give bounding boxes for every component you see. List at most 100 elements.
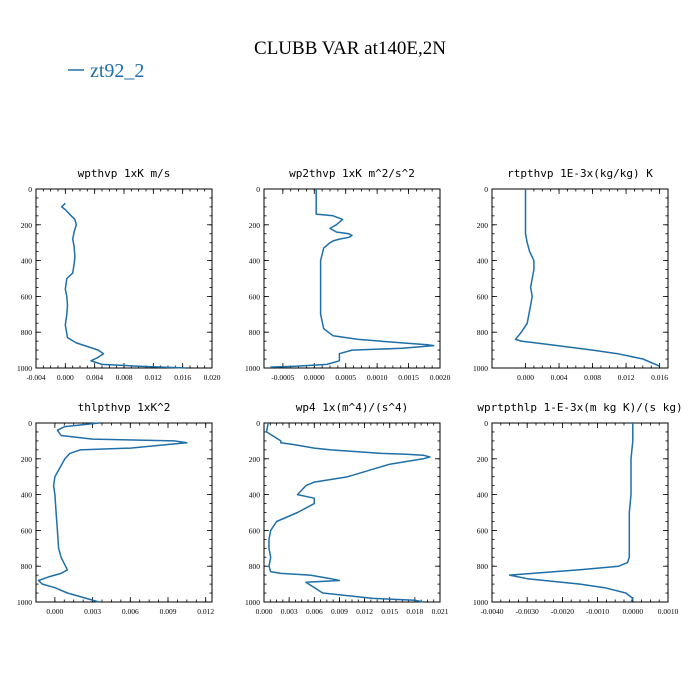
x-tick-label: 0.004 (551, 373, 568, 382)
y-tick-label: 800 (477, 328, 489, 337)
x-tick-label: 0.012 (618, 373, 635, 382)
y-tick-label: 0 (28, 419, 32, 428)
plot-frame (35, 422, 213, 603)
y-tick-label: 400 (249, 257, 261, 266)
y-tick-label: 200 (21, 221, 33, 230)
y-tick-label: 600 (21, 526, 33, 535)
plot-frame (35, 188, 213, 369)
y-tick-label: 200 (21, 455, 33, 464)
plot-frame (263, 422, 441, 603)
x-tick-label: 0.000 (517, 373, 534, 382)
x-tick-label: 0.003 (84, 607, 101, 616)
chart-panel-4: thlpthvp 1xK^2 0.000 0.003 0.006 0.009 0.012 0… (17, 401, 214, 616)
legend: zt92_2 (68, 60, 144, 82)
y-tick-label: 400 (477, 257, 489, 266)
y-tick-label: 200 (249, 221, 261, 230)
x-tick-label: 0.009 (160, 607, 177, 616)
series-line-zt92_2 (270, 189, 435, 368)
x-tick-label: 0.015 (381, 607, 398, 616)
figure-title: CLUBB VAR at140E,2N (254, 38, 446, 59)
series-line-zt92_2 (265, 422, 431, 603)
x-tick-label: 0.0005 (335, 373, 356, 382)
x-tick-label: 0.008 (584, 373, 601, 382)
x-tick-label: 0.0020 (430, 373, 451, 382)
x-tick-label: 0.006 (306, 607, 323, 616)
x-tick-label: 0.012 (356, 607, 373, 616)
y-tick-label: 800 (477, 562, 489, 571)
x-tick-label: 0.003 (281, 607, 298, 616)
x-tick-label: 0.000 (57, 373, 74, 382)
panel-title: wp2thvp 1xK m^2/s^2 (289, 167, 415, 180)
x-tick-label: 0.0015 (398, 373, 419, 382)
y-tick-label: 600 (21, 292, 33, 301)
chart-panels: wpthvp 1xK m/s -0.004 0.000 0.004 0.008 0.012… (17, 167, 683, 616)
panel-title: wp4 1x(m^4)/(s^4) (296, 401, 409, 414)
series-line-zt92_2 (37, 422, 188, 603)
chart-panel-2: wp2thvp 1xK m^2/s^2 -0.0005 0.0000 0.0005 0.… (245, 167, 451, 382)
y-tick-label: 0 (484, 419, 488, 428)
x-tick-label: 0.0000 (622, 607, 643, 616)
x-tick-label: 0.009 (331, 607, 348, 616)
y-tick-label: 400 (249, 491, 261, 500)
series-line-zt92_2 (514, 189, 660, 367)
x-tick-label: 0.016 (651, 373, 668, 382)
series-line-zt92_2 (508, 423, 634, 603)
y-tick-label: 800 (249, 562, 261, 571)
y-tick-label: 0 (256, 419, 260, 428)
x-tick-label: -0.0010 (586, 607, 609, 616)
y-tick-label: 0 (484, 185, 488, 194)
chart-panel-3: rtpthvp 1E-3x(kg/kg) K 0.000 0.004 0.008 0.0… (473, 167, 669, 382)
y-tick-label: 600 (249, 292, 261, 301)
y-tick-label: 1000 (473, 598, 488, 607)
panel-title: wprtpthlp 1-E-3x(m kg K)/(s kg) (477, 401, 682, 414)
x-tick-label: 0.000 (256, 607, 273, 616)
y-tick-label: 200 (477, 455, 489, 464)
y-tick-label: 1000 (473, 364, 488, 373)
x-tick-label: 0.0000 (304, 373, 325, 382)
legend-label: zt92_2 (90, 60, 144, 82)
x-tick-label: 0.020 (204, 373, 221, 382)
x-tick-label: 0.016 (174, 373, 191, 382)
y-tick-label: 600 (477, 526, 489, 535)
y-tick-label: 200 (477, 221, 489, 230)
x-tick-label: 0.018 (406, 607, 423, 616)
x-tick-label: -0.004 (26, 373, 46, 382)
x-tick-label: 0.006 (122, 607, 139, 616)
y-tick-label: 200 (249, 455, 261, 464)
y-tick-label: 800 (21, 562, 33, 571)
plot-frame (263, 188, 441, 369)
y-tick-label: 400 (21, 257, 33, 266)
y-tick-label: 800 (249, 328, 261, 337)
x-tick-label: 0.0010 (367, 373, 388, 382)
x-tick-label: 0.021 (432, 607, 449, 616)
x-tick-label: 0.000 (46, 607, 63, 616)
panel-title: thlpthvp 1xK^2 (78, 401, 171, 414)
series-line-zt92_2 (60, 202, 187, 369)
y-tick-label: 1000 (17, 598, 32, 607)
x-tick-label: 0.0010 (658, 607, 679, 616)
y-tick-label: 600 (477, 292, 489, 301)
x-tick-label: -0.0040 (480, 607, 503, 616)
x-tick-label: -0.0030 (516, 607, 539, 616)
x-tick-label: 0.008 (116, 373, 133, 382)
panel-title: wpthvp 1xK m/s (78, 167, 171, 180)
y-tick-label: 0 (256, 185, 260, 194)
x-tick-label: 0.004 (86, 373, 103, 382)
chart-panel-1: wpthvp 1xK m/s -0.004 0.000 0.004 0.008 0.012… (17, 167, 221, 382)
chart-panel-6: wprtpthlp 1-E-3x(m kg K)/(s kg) -0.0040 -0… (473, 401, 683, 616)
y-tick-label: 400 (21, 491, 33, 500)
y-tick-label: 1000 (17, 364, 32, 373)
chart-panel-5: wp4 1x(m^4)/(s^4) 0.000 0.003 0.006 0.009 0.0… (245, 401, 449, 616)
y-tick-label: 0 (28, 185, 32, 194)
x-tick-label: 0.012 (197, 607, 214, 616)
y-tick-label: 1000 (245, 598, 260, 607)
x-tick-label: -0.0005 (271, 373, 294, 382)
plot-frame (491, 188, 669, 369)
y-tick-label: 1000 (245, 364, 260, 373)
x-tick-label: 0.012 (145, 373, 162, 382)
x-tick-label: -0.0020 (551, 607, 574, 616)
y-tick-label: 400 (477, 491, 489, 500)
panel-title: rtpthvp 1E-3x(kg/kg) K (507, 167, 653, 180)
y-tick-label: 600 (249, 526, 261, 535)
